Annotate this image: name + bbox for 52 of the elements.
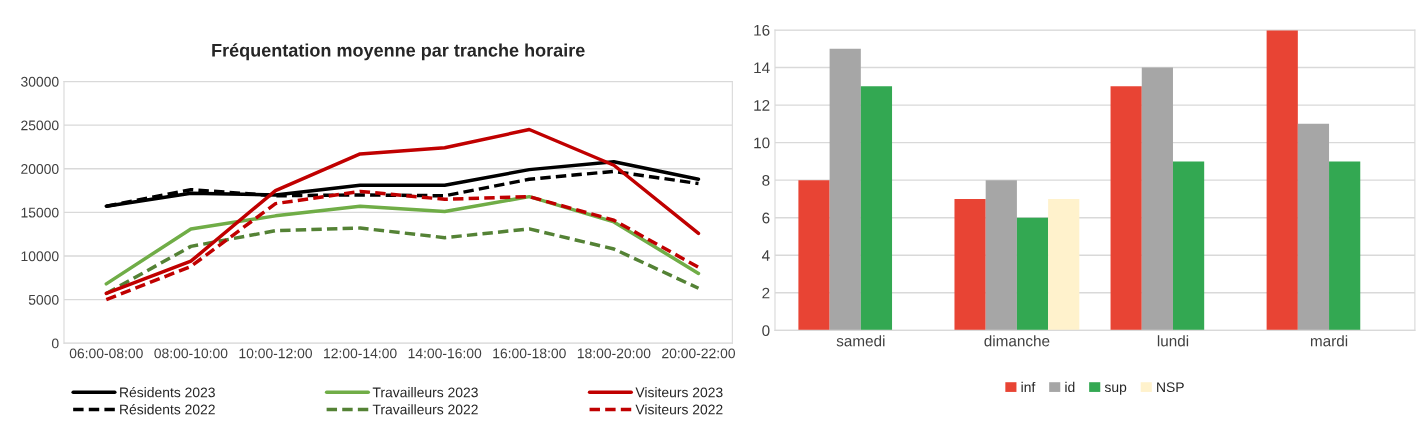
y-tick-label: 30000: [21, 76, 59, 87]
y-tick-label: 0: [762, 325, 770, 337]
legend-label: Travailleurs 2022: [372, 404, 478, 415]
y-tick-label: 4: [761, 250, 770, 261]
y-tick-label: 6: [762, 212, 770, 224]
bar: [1141, 67, 1173, 331]
bar: [1172, 161, 1205, 331]
bar: [1329, 161, 1361, 331]
legend-label: NSP: [1157, 382, 1184, 393]
bar: [1297, 123, 1330, 331]
y-tick-label: 8: [762, 175, 770, 186]
x-tick-label: mardi: [1310, 335, 1348, 347]
x-tick-label: samedi: [836, 335, 885, 347]
bar: [798, 180, 830, 331]
y-tick-label: 14: [754, 62, 770, 74]
bar: [1266, 30, 1298, 331]
x-tick-label: 20:00-22:00: [662, 348, 736, 359]
y-tick-label: 15000: [21, 207, 59, 218]
legend-label: id: [1065, 381, 1075, 393]
bar: [1110, 86, 1142, 331]
legend-label: Visiteurs 2023: [635, 387, 723, 398]
bar: [1016, 217, 1049, 331]
y-tick-label: 20000: [21, 164, 59, 174]
bar: [860, 86, 893, 331]
y-tick-label: 5000: [28, 294, 59, 305]
y-tick-label: 10000: [21, 251, 59, 262]
bar: [985, 180, 1017, 331]
y-tick-label: 12: [754, 99, 770, 111]
legend-label: Visiteurs 2022: [635, 404, 723, 415]
y-tick-label: 0: [51, 338, 59, 349]
bar: [954, 198, 986, 331]
y-tick-label: 2: [762, 287, 770, 299]
x-tick-label: lundi: [1157, 335, 1189, 347]
x-tick-label: 12:00-14:00: [324, 348, 397, 359]
bar: [829, 48, 861, 331]
x-tick-label: 14:00-16:00: [408, 348, 482, 359]
x-tick-label: dimanche: [984, 335, 1050, 347]
x-tick-label: 16:00-18:00: [493, 348, 566, 359]
y-tick-label: 25000: [21, 120, 59, 131]
legend-label: inf: [1021, 381, 1036, 392]
legend-label: Travailleurs 2023: [372, 387, 478, 398]
y-tick-label: 16: [754, 24, 770, 36]
legend-label: Résidents 2023: [120, 386, 215, 398]
bar: [1048, 198, 1080, 331]
legend-label: Résidents 2022: [120, 404, 215, 415]
x-tick-label: 08:00-10:00: [154, 348, 228, 359]
y-tick-label: 10: [754, 137, 770, 149]
chart-title: Fréquentation moyenne par tranche horaire: [212, 43, 585, 61]
x-tick-label: 18:00-20:00: [577, 348, 651, 359]
x-tick-label: 06:00-08:00: [69, 348, 143, 359]
legend-label: sup: [1104, 384, 1127, 395]
x-tick-label: 10:00-12:00: [239, 348, 313, 359]
